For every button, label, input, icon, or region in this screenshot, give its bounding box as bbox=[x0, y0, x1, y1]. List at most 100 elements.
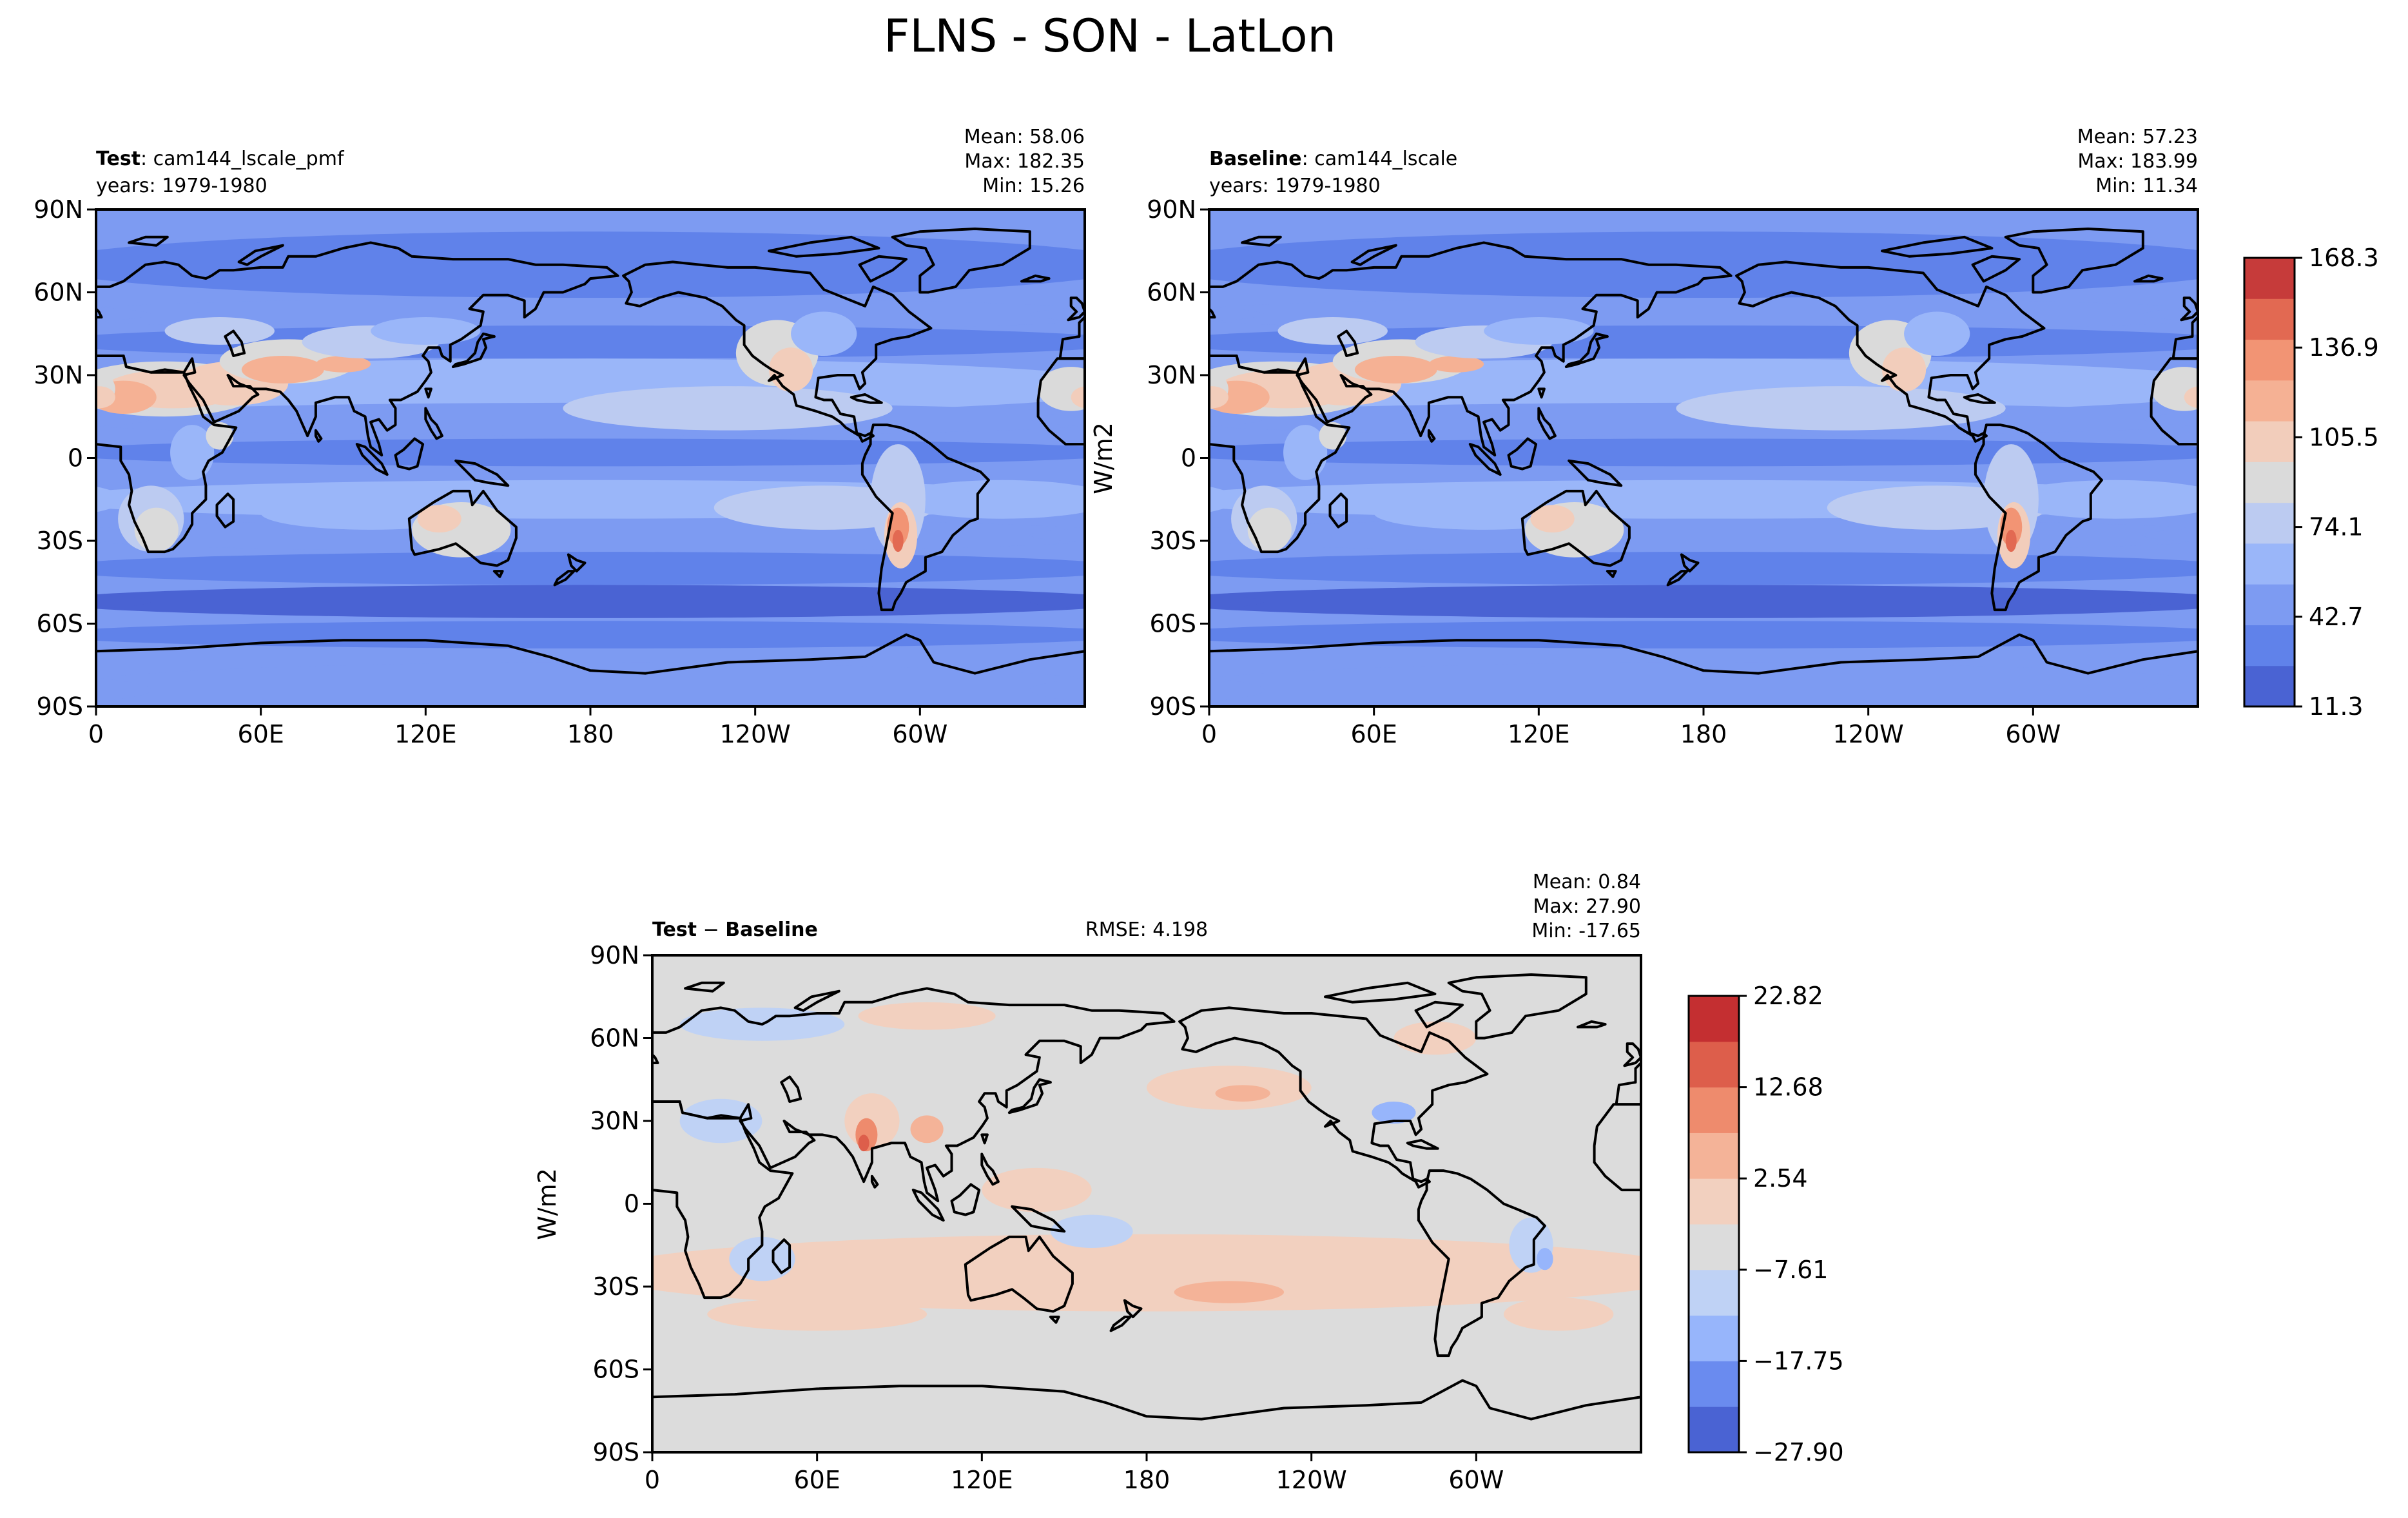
base-field-contour bbox=[1209, 486, 1237, 512]
colorbar-segment bbox=[2244, 298, 2295, 340]
coastline-novaya bbox=[793, 989, 840, 1012]
coastline-samerica bbox=[1974, 423, 2103, 612]
diff-field-contour bbox=[652, 1024, 1641, 1080]
diff-field-contour bbox=[652, 1121, 1641, 1232]
x-tick-label: 120E bbox=[394, 720, 457, 748]
coastline-eurasia bbox=[96, 241, 619, 457]
figure-title: FLNS - SON - LatLon bbox=[884, 10, 1336, 63]
base-field-contour bbox=[1209, 585, 2198, 618]
base-field-contour bbox=[1209, 307, 1264, 322]
y-tick-label: 90S bbox=[593, 1438, 639, 1466]
baseline-stat-max: Max: 183.99 bbox=[2077, 150, 2198, 173]
base-field-contour bbox=[1484, 317, 1594, 345]
base-field-contour bbox=[2143, 446, 2198, 459]
coastline-baffin bbox=[1971, 255, 2021, 283]
diff-field-contour bbox=[1050, 1214, 1133, 1249]
diff-field-contour bbox=[858, 1002, 996, 1030]
diff-field-contour bbox=[1174, 1281, 1285, 1303]
base-field-contour bbox=[1209, 446, 1264, 459]
baseline-stat-min: Min: 11.34 bbox=[2095, 175, 2198, 197]
coastline-cuba bbox=[850, 393, 883, 404]
baseline-ylabel: W/m2 bbox=[1089, 422, 1118, 494]
x-tick-label: 180 bbox=[567, 720, 614, 748]
coastline-greenland bbox=[1447, 973, 1588, 1040]
colorbar-tick-label: 11.3 bbox=[2309, 692, 2364, 721]
diff-field-contour bbox=[2081, 1265, 2300, 1309]
coastline-nz1 bbox=[1123, 1299, 1143, 1319]
test-axes: 0 60E 120E 180 120W 60W 90N 60N 30N 0 30S 60S 90S bbox=[34, 195, 947, 748]
y-tick-label: 90N bbox=[1147, 195, 1196, 224]
coastline-africa bbox=[2150, 357, 2198, 446]
diff-field-contour bbox=[1833, 1093, 1888, 1149]
colorbar-segment bbox=[2244, 584, 2295, 625]
y-tick-label: 90N bbox=[34, 195, 83, 224]
test-field-contour bbox=[1030, 561, 1085, 576]
diff-map bbox=[0, 955, 2408, 1452]
test-field-contour bbox=[96, 561, 151, 576]
coastline-taiwan bbox=[1537, 387, 1546, 399]
test-field-contour bbox=[170, 425, 215, 480]
coastline-novaya bbox=[237, 244, 284, 266]
base-field-contour bbox=[1676, 386, 2006, 431]
test-field-contour bbox=[1030, 594, 1085, 609]
diff-field-contour bbox=[0, 1002, 7, 1030]
test-field-contour bbox=[563, 386, 893, 431]
x-tick-label: 0 bbox=[1201, 720, 1217, 748]
coastline-uk2 bbox=[96, 307, 103, 319]
colorbar-tick-label: 168.3 bbox=[2309, 244, 2379, 272]
base-field-contour bbox=[1209, 386, 1228, 409]
coastline-europeW bbox=[2171, 316, 2198, 360]
test-field-contour bbox=[96, 662, 1085, 706]
coastline-caspian bbox=[224, 329, 246, 357]
coastline-nz2 bbox=[553, 570, 576, 587]
base-field-contour bbox=[1209, 412, 1264, 427]
coastline-borneo bbox=[950, 1183, 981, 1216]
colorbar-segment bbox=[1689, 1041, 1739, 1088]
baseline-title: Baseline: cam144_lscale bbox=[1209, 148, 1457, 170]
test-field-contour bbox=[96, 585, 1085, 618]
coastline-uk bbox=[1067, 297, 1085, 322]
colorbar-frame bbox=[1687, 995, 1740, 1454]
diff-field-contour bbox=[2383, 1022, 2408, 1055]
coastline-caspian bbox=[1337, 329, 1359, 357]
test-field-contour bbox=[96, 446, 151, 459]
test-title: Test: cam144_lscale_pmf bbox=[96, 148, 345, 170]
diff-field-contour bbox=[1844, 1118, 1866, 1151]
test-field-contour bbox=[96, 486, 124, 512]
coastline-japan bbox=[1007, 1078, 1052, 1114]
y-tick-label: 0 bbox=[68, 444, 83, 472]
colorbar-segment bbox=[2244, 339, 2295, 381]
base-field-contour bbox=[2184, 386, 2198, 409]
coastline-taiwan bbox=[424, 387, 432, 399]
coastline-newguinea bbox=[1011, 1205, 1066, 1233]
coastline-uk bbox=[2180, 297, 2198, 322]
diff-field-contour bbox=[1537, 1248, 1553, 1270]
diff-stat-max: Max: 27.90 bbox=[1533, 895, 1641, 918]
base-field-contour bbox=[1354, 356, 1437, 384]
y-tick-label: 90N bbox=[590, 941, 639, 969]
x-tick-label: 60W bbox=[1448, 1466, 1504, 1494]
diff-stat-min: Min: -17.65 bbox=[1531, 920, 1641, 942]
colorbar-frame bbox=[2243, 257, 2296, 708]
coastline-australia bbox=[1520, 489, 1631, 567]
base-field-contour bbox=[1277, 317, 1388, 345]
test-field-contour bbox=[417, 505, 461, 533]
diff-field-contour bbox=[1372, 1102, 1416, 1124]
x-tick-label: 60W bbox=[2005, 720, 2061, 748]
diff-field-contour bbox=[2204, 1085, 2259, 1102]
colorbar-segment bbox=[2244, 502, 2295, 544]
diff-field-contour bbox=[652, 1152, 707, 1200]
coastline-srilanka bbox=[314, 429, 323, 443]
coastline-sumatra bbox=[911, 1189, 945, 1222]
y-tick-label: 60N bbox=[34, 278, 83, 307]
coastline-nz2 bbox=[1109, 1316, 1132, 1332]
coastline-africa2 bbox=[1209, 355, 1351, 554]
base-field-contour bbox=[1428, 356, 1484, 373]
x-tick-label: 180 bbox=[1680, 720, 1727, 748]
base-field-contour bbox=[2143, 628, 2198, 641]
coastline-iceland bbox=[2133, 274, 2164, 283]
test-stat-mean: Mean: 58.06 bbox=[964, 126, 1085, 148]
diff-field-contour bbox=[910, 1115, 944, 1143]
coastline-samerica bbox=[1417, 1169, 1546, 1357]
test-field-contour bbox=[1030, 628, 1085, 641]
